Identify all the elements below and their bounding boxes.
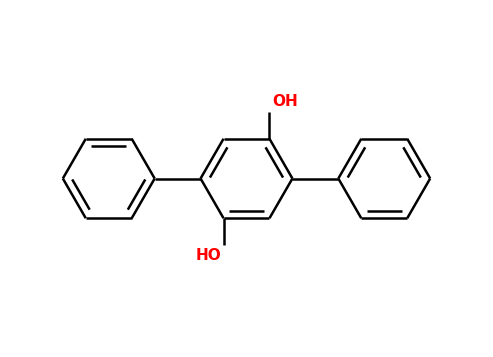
Text: HO: HO — [195, 248, 221, 263]
Text: OH: OH — [272, 94, 298, 109]
